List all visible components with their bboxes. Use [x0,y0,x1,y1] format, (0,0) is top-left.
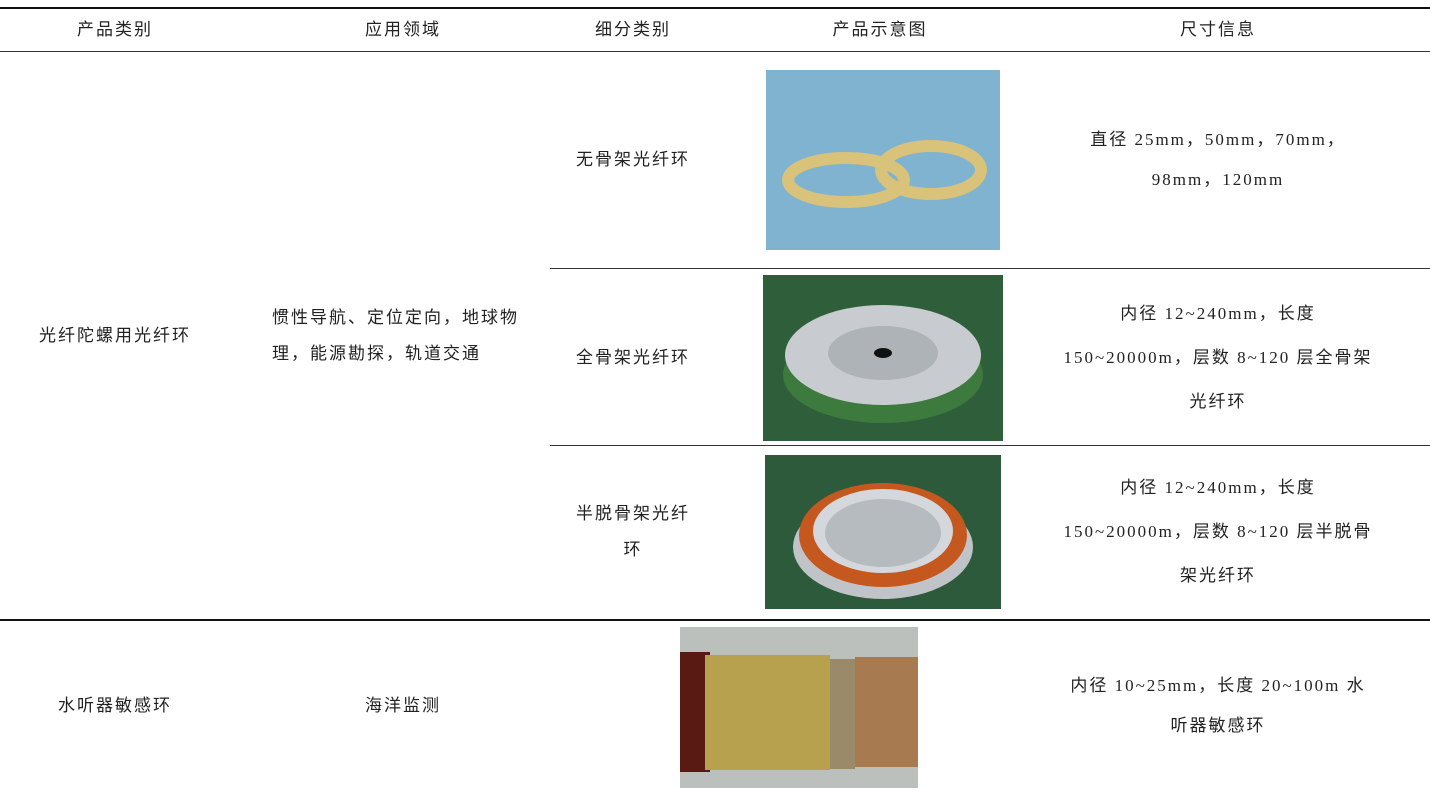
row-rule [550,268,1430,269]
application: 海洋监测 [365,695,441,715]
group-rule [0,619,1430,621]
top-rule [0,7,1430,9]
subcategory: 全骨架光纤环 [576,348,690,367]
subcategory: 无骨架光纤环 [576,150,690,169]
category: 光纤陀螺用光纤环 [39,325,191,345]
product-image [680,627,918,788]
size-info: 内径 12~240mm，长度 150~20000m，层数 8~120 层全骨架光… [1063,304,1373,411]
subcategory: 半脱骨架光纤环 [576,504,690,559]
row-rule [550,445,1430,446]
product-image [766,70,1000,250]
header-rule [0,51,1430,52]
header-cell: 尺寸信息 [1180,20,1256,39]
header-cell: 产品示意图 [832,20,928,39]
product-image [765,455,1001,609]
header-cell: 细分类别 [595,20,671,39]
size-info: 内径 12~240mm，长度 150~20000m，层数 8~120 层半脱骨架… [1063,478,1373,585]
size-info: 内径 10~25mm，长度 20~100m 水听器敏感环 [1070,675,1366,735]
product-image [763,275,1003,441]
application: 惯性导航、定位定向，地球物理，能源勘探，轨道交通 [272,307,519,363]
header-cell: 产品类别 [77,20,153,39]
header-cell: 应用领域 [365,20,441,39]
size-info: 直径 25mm，50mm，70mm，98mm，120mm [1090,130,1346,189]
category: 水听器敏感环 [58,695,172,715]
